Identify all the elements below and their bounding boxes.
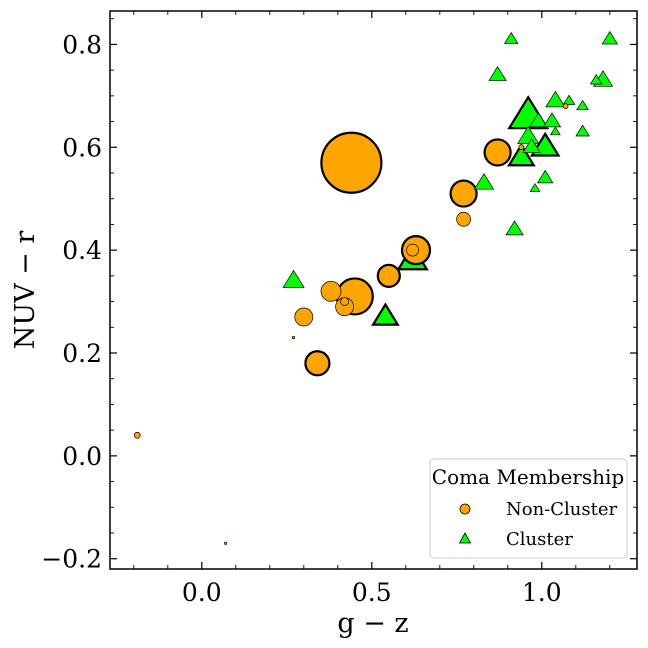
plot-frame [109, 10, 638, 570]
cluster-point [542, 112, 562, 128]
y-tick-label: 0.2 [62, 339, 102, 368]
legend-circle-marker [459, 503, 471, 515]
y-axis-label: NUV − r [10, 231, 41, 350]
x-tick-label: 0.5 [352, 578, 392, 607]
cluster-point [576, 99, 589, 111]
cluster-point [545, 90, 566, 108]
y-tick-label: 0.8 [62, 30, 102, 59]
non-cluster-point [320, 280, 342, 302]
cluster-point [601, 30, 619, 45]
non-cluster-point [483, 138, 512, 167]
cluster-point [488, 65, 507, 81]
non-cluster-point [292, 336, 296, 340]
cluster-point [473, 173, 495, 190]
cluster-point [536, 169, 554, 184]
legend: Coma Membership Non-Cluster Cluster [429, 458, 628, 559]
non-cluster-point [456, 211, 471, 227]
legend-title: Coma Membership [432, 465, 624, 489]
cluster-point [529, 182, 541, 192]
cluster-point [550, 126, 561, 136]
cluster-point [503, 31, 519, 44]
non-cluster-point [340, 297, 349, 306]
cluster-point [517, 125, 540, 144]
data-points [133, 30, 619, 545]
non-cluster-point [304, 350, 331, 377]
y-tick-label: 0.0 [62, 442, 102, 471]
non-cluster-point [224, 541, 228, 545]
legend-label-cluster: Cluster [506, 529, 573, 550]
non-cluster-point [294, 307, 314, 327]
legend-label-non-cluster: Non-Cluster [506, 499, 618, 520]
legend-triangle-marker [458, 532, 472, 544]
non-cluster-point [449, 179, 478, 208]
non-cluster-point [406, 243, 419, 257]
cluster-point [589, 73, 603, 85]
cluster-point [562, 94, 576, 105]
cluster-point [529, 112, 548, 128]
non-cluster-point [376, 263, 401, 288]
non-cluster-point [518, 144, 525, 151]
non-cluster-point [320, 131, 383, 194]
x-tick-label: 0.0 [182, 578, 222, 607]
x-tick-label: 1.0 [522, 578, 562, 607]
x-axis-label: g − z [337, 608, 408, 639]
y-tick-label: −0.2 [41, 545, 102, 574]
y-tick-label: 0.6 [62, 133, 102, 162]
legend-box [429, 458, 628, 559]
cluster-point [282, 269, 305, 288]
tick-labels: 0.0 0.5 1.0 −0.2 0.0 0.2 0.4 0.6 0.8 [41, 30, 561, 607]
non-cluster-point [562, 103, 569, 109]
cluster-point [505, 220, 524, 236]
cluster-point [507, 142, 536, 167]
non-cluster-point [133, 431, 141, 439]
cluster-point [371, 302, 400, 326]
cluster-point [522, 137, 541, 153]
cluster-point [575, 124, 590, 137]
y-tick-label: 0.4 [62, 236, 102, 265]
